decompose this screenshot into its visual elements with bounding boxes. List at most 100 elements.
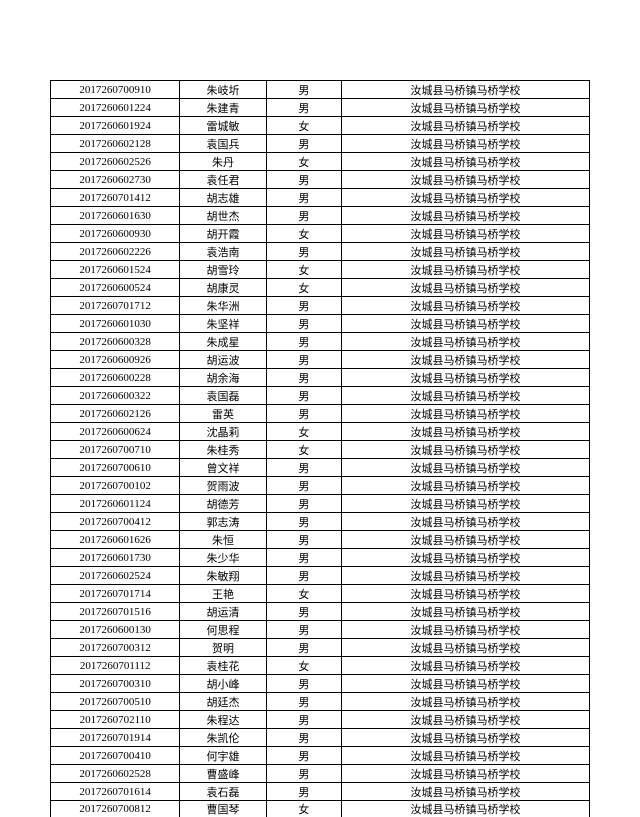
cell-name: 胡小峰	[180, 675, 266, 693]
cell-id: 2017260701712	[51, 297, 180, 315]
table-row: 2017260601124胡德芳男汝城县马桥镇马桥学校	[51, 495, 590, 513]
cell-school: 汝城县马桥镇马桥学校	[342, 603, 590, 621]
cell-name: 朱程达	[180, 711, 266, 729]
cell-school: 汝城县马桥镇马桥学校	[342, 441, 590, 459]
cell-gender: 女	[266, 261, 341, 279]
table-row: 2017260602526朱丹女汝城县马桥镇马桥学校	[51, 153, 590, 171]
table-row: 2017260700510胡廷杰男汝城县马桥镇马桥学校	[51, 693, 590, 711]
cell-school: 汝城县马桥镇马桥学校	[342, 135, 590, 153]
cell-gender: 男	[266, 477, 341, 495]
cell-id: 2017260601224	[51, 99, 180, 117]
cell-name: 朱凯伦	[180, 729, 266, 747]
cell-gender: 女	[266, 225, 341, 243]
cell-school: 汝城县马桥镇马桥学校	[342, 567, 590, 585]
table-row: 2017260600228胡余海男汝城县马桥镇马桥学校	[51, 369, 590, 387]
table-row: 2017260600930胡开霞女汝城县马桥镇马桥学校	[51, 225, 590, 243]
cell-school: 汝城县马桥镇马桥学校	[342, 333, 590, 351]
cell-school: 汝城县马桥镇马桥学校	[342, 549, 590, 567]
cell-school: 汝城县马桥镇马桥学校	[342, 189, 590, 207]
cell-id: 2017260601626	[51, 531, 180, 549]
cell-id: 2017260600624	[51, 423, 180, 441]
cell-name: 朱岐圻	[180, 81, 266, 99]
cell-gender: 男	[266, 603, 341, 621]
cell-gender: 男	[266, 567, 341, 585]
cell-school: 汝城县马桥镇马桥学校	[342, 675, 590, 693]
cell-school: 汝城县马桥镇马桥学校	[342, 297, 590, 315]
cell-gender: 男	[266, 549, 341, 567]
roster-table-body: 2017260700910朱岐圻男汝城县马桥镇马桥学校2017260601224…	[51, 81, 590, 817]
cell-gender: 男	[266, 81, 341, 99]
cell-id: 2017260600524	[51, 279, 180, 297]
table-row: 2017260701914朱凯伦男汝城县马桥镇马桥学校	[51, 729, 590, 747]
cell-id: 2017260700312	[51, 639, 180, 657]
cell-id: 2017260601730	[51, 549, 180, 567]
cell-gender: 女	[266, 153, 341, 171]
cell-id: 2017260700412	[51, 513, 180, 531]
cell-school: 汝城县马桥镇马桥学校	[342, 207, 590, 225]
cell-id: 2017260600930	[51, 225, 180, 243]
table-row: 2017260601730朱少华男汝城县马桥镇马桥学校	[51, 549, 590, 567]
cell-name: 朱桂秀	[180, 441, 266, 459]
cell-id: 2017260701412	[51, 189, 180, 207]
cell-name: 朱成星	[180, 333, 266, 351]
cell-gender: 男	[266, 459, 341, 477]
cell-school: 汝城县马桥镇马桥学校	[342, 531, 590, 549]
cell-school: 汝城县马桥镇马桥学校	[342, 369, 590, 387]
cell-name: 袁国兵	[180, 135, 266, 153]
cell-gender: 男	[266, 513, 341, 531]
table-row: 2017260600624沈晶莉女汝城县马桥镇马桥学校	[51, 423, 590, 441]
cell-school: 汝城县马桥镇马桥学校	[342, 495, 590, 513]
table-row: 2017260602730袁任君男汝城县马桥镇马桥学校	[51, 171, 590, 189]
cell-id: 2017260700510	[51, 693, 180, 711]
table-row: 2017260700410何宇雄男汝城县马桥镇马桥学校	[51, 747, 590, 765]
cell-school: 汝城县马桥镇马桥学校	[342, 513, 590, 531]
cell-id: 2017260602226	[51, 243, 180, 261]
cell-name: 朱丹	[180, 153, 266, 171]
cell-gender: 男	[266, 765, 341, 783]
cell-id: 2017260601630	[51, 207, 180, 225]
cell-school: 汝城县马桥镇马桥学校	[342, 729, 590, 747]
cell-id: 2017260602524	[51, 567, 180, 585]
table-row: 2017260601626朱恒男汝城县马桥镇马桥学校	[51, 531, 590, 549]
table-row: 2017260602524朱敏翔男汝城县马桥镇马桥学校	[51, 567, 590, 585]
cell-school: 汝城县马桥镇马桥学校	[342, 153, 590, 171]
cell-gender: 男	[266, 783, 341, 801]
table-row: 2017260701112袁桂花女汝城县马桥镇马桥学校	[51, 657, 590, 675]
cell-school: 汝城县马桥镇马桥学校	[342, 117, 590, 135]
cell-school: 汝城县马桥镇马桥学校	[342, 387, 590, 405]
cell-name: 胡运清	[180, 603, 266, 621]
cell-id: 2017260600130	[51, 621, 180, 639]
cell-name: 袁桂花	[180, 657, 266, 675]
cell-id: 2017260700710	[51, 441, 180, 459]
cell-gender: 男	[266, 675, 341, 693]
cell-gender: 男	[266, 369, 341, 387]
cell-name: 朱敏翔	[180, 567, 266, 585]
cell-gender: 男	[266, 315, 341, 333]
table-row: 2017260601630胡世杰男汝城县马桥镇马桥学校	[51, 207, 590, 225]
cell-gender: 男	[266, 621, 341, 639]
cell-id: 2017260601924	[51, 117, 180, 135]
cell-school: 汝城县马桥镇马桥学校	[342, 405, 590, 423]
cell-name: 何思程	[180, 621, 266, 639]
cell-school: 汝城县马桥镇马桥学校	[342, 351, 590, 369]
cell-school: 汝城县马桥镇马桥学校	[342, 711, 590, 729]
cell-id: 2017260602126	[51, 405, 180, 423]
cell-name: 曹盛峰	[180, 765, 266, 783]
table-row: 2017260602128袁国兵男汝城县马桥镇马桥学校	[51, 135, 590, 153]
table-row: 2017260601924雷城敏女汝城县马桥镇马桥学校	[51, 117, 590, 135]
cell-id: 2017260701516	[51, 603, 180, 621]
table-row: 2017260600322袁国磊男汝城县马桥镇马桥学校	[51, 387, 590, 405]
cell-gender: 男	[266, 135, 341, 153]
cell-gender: 男	[266, 531, 341, 549]
cell-name: 朱少华	[180, 549, 266, 567]
cell-id: 2017260700310	[51, 675, 180, 693]
cell-name: 胡廷杰	[180, 693, 266, 711]
table-row: 2017260701714王艳女汝城县马桥镇马桥学校	[51, 585, 590, 603]
cell-school: 汝城县马桥镇马桥学校	[342, 459, 590, 477]
cell-gender: 女	[266, 279, 341, 297]
table-row: 2017260700102贺雨波男汝城县马桥镇马桥学校	[51, 477, 590, 495]
cell-name: 雷城敏	[180, 117, 266, 135]
cell-id: 2017260700410	[51, 747, 180, 765]
cell-id: 2017260600926	[51, 351, 180, 369]
cell-school: 汝城县马桥镇马桥学校	[342, 783, 590, 801]
